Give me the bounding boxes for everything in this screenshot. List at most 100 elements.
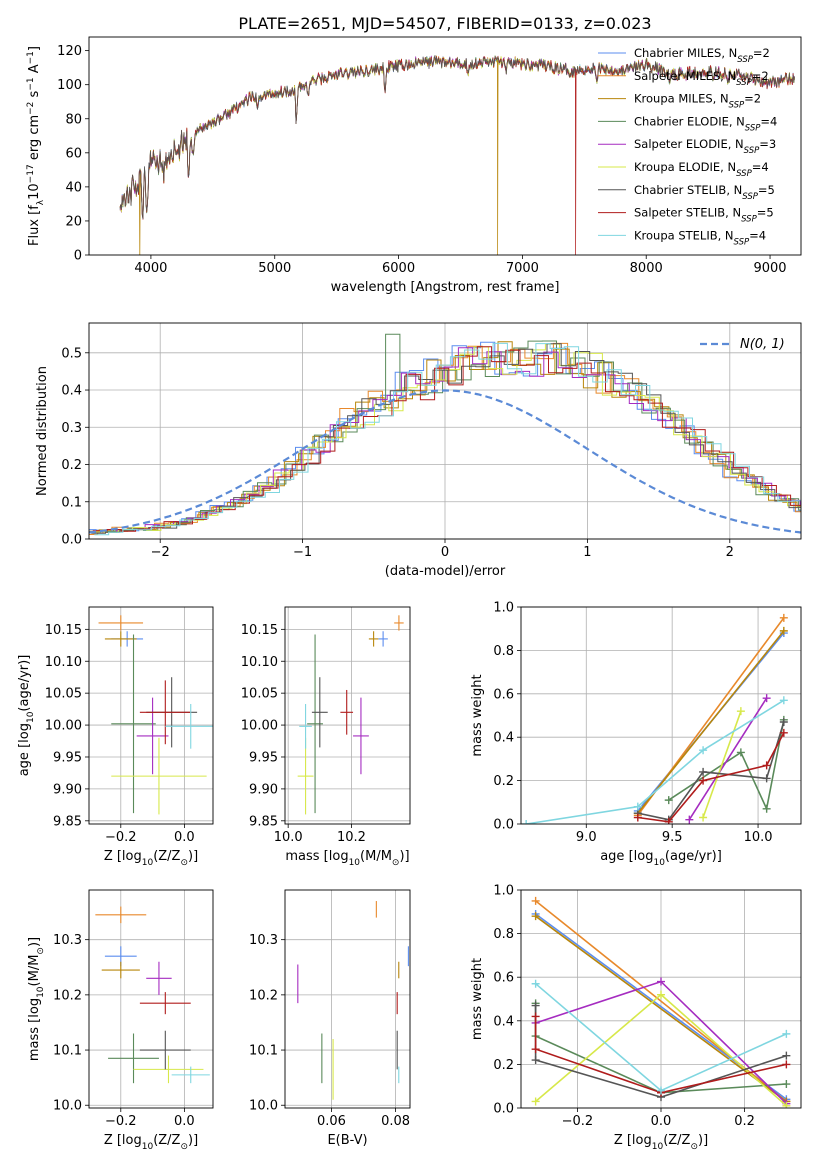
x-axis-label: mass [log10(M/M⊙)]: [285, 849, 409, 868]
y-tick-label: 10.2: [249, 988, 278, 1003]
x-axis-label-part: (M/M: [360, 849, 392, 864]
weight-line-kroupa-elodie-marker: [657, 990, 665, 999]
weight-line-chabrier-elodie-marker: [736, 748, 745, 757]
legend-nssp: =2: [744, 92, 761, 106]
legend-nssp: =4: [760, 114, 777, 128]
spectrum-line-chabrier-stelib: [119, 55, 795, 220]
y-tick-label: 0.2: [493, 1058, 514, 1073]
errorbar-chabrier-elodie: [111, 634, 156, 814]
y-tick-label: 20: [65, 214, 82, 229]
y-axis-label-part: −1: [26, 77, 36, 90]
x-tick-label: 0.0: [174, 1114, 195, 1129]
y-axis-label: Normed distribution: [35, 366, 50, 496]
x-axis-label-part: age [log: [600, 849, 653, 864]
weight-line-kroupa-elodie-marker: [531, 1097, 540, 1106]
errorbar-salpeter-stelib: [139, 680, 191, 745]
x-tick-label: 8000: [630, 261, 663, 276]
legend-series-name: Salpeter MILES, N: [634, 69, 736, 83]
y-tick-label: 9.85: [53, 814, 82, 829]
y-tick-label: 40: [65, 180, 82, 195]
ticks: 0.06 0.08 10.0 10.1 10.2 10.3: [249, 933, 410, 1129]
weight-line-chabrier-stelib-marker: [782, 1051, 791, 1060]
error-bars: [297, 615, 404, 815]
legend-nssp: =4: [752, 160, 769, 174]
x-tick-label: 0.06: [317, 1114, 346, 1129]
x-axis-label-part: mass [log: [285, 849, 348, 864]
y-tick-label: 9.85: [249, 814, 278, 829]
x-axis-label: E(B-V): [327, 1133, 367, 1148]
y-tick-label: 0.6: [493, 687, 514, 702]
gaussian-reference: [89, 389, 801, 534]
errorbar-kroupa-elodie: [297, 737, 314, 815]
x-axis-label: wavelength [Angstrom, rest frame]: [331, 280, 560, 295]
legend-nssp: =2: [753, 46, 770, 60]
ticks: 9.0 9.5 10.0 0.0 0.2 0.4 0.6 0.8 1.0: [493, 601, 772, 846]
axes-frame: [88, 889, 214, 1109]
y-axis-label-part: −1: [26, 51, 36, 64]
weight-line-kroupa-stelib-marker: [531, 979, 540, 988]
errorbar-salpeter-elodie: [353, 697, 369, 775]
legend-subscript: SSP: [729, 101, 745, 111]
y-tick-label: 80: [65, 112, 82, 127]
weight-line-kroupa-elodie: [702, 710, 742, 818]
y-tick-label: 0.0: [493, 818, 514, 833]
error-bars: [98, 615, 213, 815]
ticks: −2 −1 0 1 2 0.0 0.1 0.2 0.3 0.4 0.5: [61, 346, 734, 560]
errorbar-salpeter-elodie: [146, 961, 172, 995]
y-axis-label-part: )]: [27, 937, 42, 947]
y-tick-label: 10.1: [53, 1044, 82, 1059]
weight-lines: [531, 896, 791, 1108]
errorbar-salpeter-miles: [98, 615, 144, 631]
error-bars: [297, 901, 409, 1100]
axes-frame: [284, 606, 411, 825]
y-tick-label: 1.0: [493, 884, 514, 899]
grid-lines: [285, 607, 410, 824]
y-tick-label: 10.0: [53, 1099, 82, 1114]
x-axis-label-part: 10: [652, 1142, 664, 1152]
x-axis-label-part: (age/yr)]: [665, 849, 722, 864]
y-axis-label-part: s: [27, 90, 42, 101]
y-axis-label-part: −17: [26, 164, 36, 183]
x-tick-label: 2: [726, 545, 734, 560]
y-tick-label: 60: [65, 146, 82, 161]
errorbar-kroupa-miles: [104, 631, 137, 647]
weight-line-kroupa-miles-marker: [779, 626, 788, 635]
legend-subscript: SSP: [737, 55, 753, 65]
weight-line-salpeter-miles-marker: [531, 896, 540, 905]
legend-series-name: Chabrier MILES, N: [634, 46, 737, 60]
x-axis-label-part: Z [log: [614, 1133, 652, 1148]
x-axis-label-part: (Z/Z: [153, 1133, 180, 1148]
weight-line-salpeter-stelib-marker: [664, 817, 673, 824]
weight-line-chabrier-stelib: [637, 721, 785, 821]
weight-line-kroupa-elodie-marker: [699, 813, 708, 822]
panel-age-vs-z: −0.2 0.0 9.85 9.90 9.95 10.00 10.05 10.10 10.15 Z…: [17, 606, 214, 868]
y-tick-label: 0.3: [61, 421, 82, 436]
errorbar-kroupa-miles: [101, 961, 140, 979]
x-axis-label-part: (Z/Z: [153, 849, 180, 864]
y-tick-label: 10.10: [45, 655, 82, 670]
errorbar-kroupa-stelib: [171, 1066, 210, 1084]
x-tick-label: 9.0: [576, 830, 597, 845]
x-axis-label-part: 10: [349, 858, 361, 868]
grid-lines: [285, 890, 410, 1108]
y-axis-label-part: Flux [f: [27, 205, 42, 246]
x-tick-label: 10.0: [274, 830, 303, 845]
errorbar-salpeter-miles: [95, 906, 147, 924]
ticks: 4000 5000 6000 7000 8000 9000 0 20 40 60 80 100 120: [57, 44, 786, 276]
panel-mass-vs-z: −0.2 0.010.010.110.210.3Z [log10(Z/Z⊙)]ma…: [27, 889, 214, 1152]
x-tick-label: −0.2: [105, 830, 137, 845]
y-axis-label: age [log10(age/yr)]: [17, 655, 36, 777]
y-axis-label: mass weight: [470, 958, 485, 1040]
histogram-chabrier-miles: [89, 341, 801, 532]
legend-subscript: SSP: [736, 78, 752, 88]
weight-line-kroupa-stelib-marker: [782, 1029, 791, 1038]
weight-line-salpeter-elodie-marker: [657, 977, 665, 986]
weight-line-salpeter-stelib-marker: [699, 776, 708, 785]
y-tick-label: 10.05: [45, 687, 82, 702]
y-axis-label: mass weight: [470, 674, 485, 756]
x-tick-label: −0.2: [105, 1114, 137, 1129]
weight-line-kroupa-elodie-marker: [736, 707, 745, 716]
x-tick-label: −0.2: [562, 1114, 594, 1129]
